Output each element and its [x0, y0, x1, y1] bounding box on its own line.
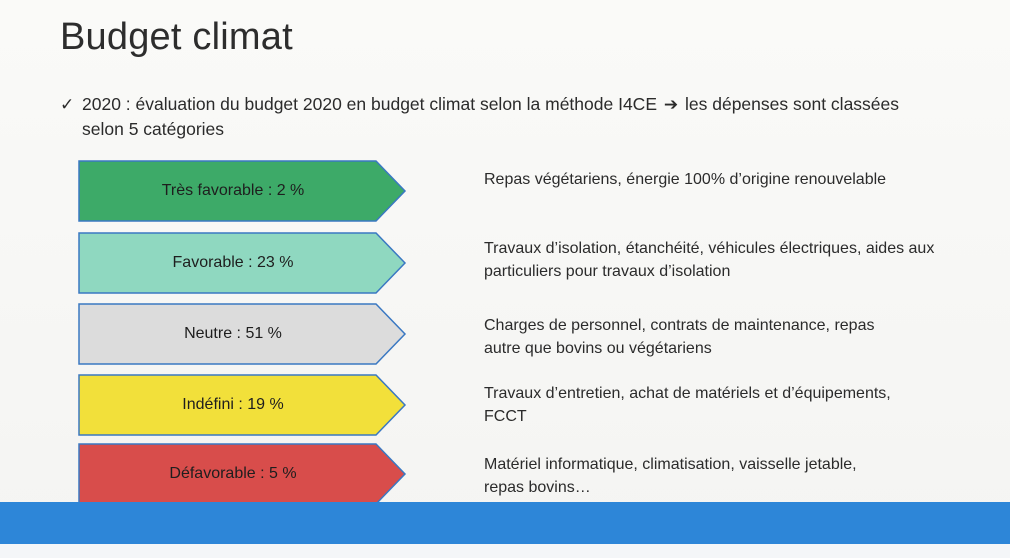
description-line: repas bovins… [484, 479, 591, 496]
description-line: Travaux d’entretien, achat de matériels … [484, 385, 891, 402]
description-line: FCCT [484, 408, 527, 425]
category-label: Indéfini : 19 % [182, 396, 284, 413]
description-line: Matériel informatique, climatisation, va… [484, 456, 857, 473]
category-arrow-indefini: Indéfini : 19 % [78, 374, 408, 436]
intro-text-line2: selon 5 catégories [82, 119, 225, 139]
category-label: Très favorable : 2 % [161, 182, 305, 199]
arrow-shape [78, 160, 407, 222]
category-label: Défavorable : 5 % [169, 465, 297, 482]
category-arrow-favorable: Favorable : 23 % [78, 232, 408, 294]
category-description-neutre: Charges de personnel, contrats de mainte… [484, 314, 984, 360]
arrow-shape [78, 374, 407, 436]
arrow-shape [78, 303, 407, 365]
slide-title: Budget climat [60, 16, 293, 58]
description-line: Travaux d’isolation, étanchéité, véhicul… [484, 240, 935, 257]
description-line: particuliers pour travaux d’isolation [484, 263, 731, 280]
category-arrow-defavorable: Défavorable : 5 % [78, 443, 408, 505]
category-label: Favorable : 23 % [172, 254, 294, 271]
category-description-favorable: Travaux d’isolation, étanchéité, véhicul… [484, 237, 984, 283]
category-label: Neutre : 51 % [184, 325, 282, 342]
category-arrow-tres-favorable: Très favorable : 2 % [78, 160, 408, 222]
description-line: autre que bovins ou végétariens [484, 340, 712, 357]
intro-text-part2: les dépenses sont classées [685, 94, 900, 114]
arrow-shape [78, 232, 407, 294]
category-description-defavorable: Matériel informatique, climatisation, va… [484, 453, 984, 499]
category-description-indefini: Travaux d’entretien, achat de matériels … [484, 382, 984, 428]
arrow-shape [78, 443, 407, 505]
category-arrow-neutre: Neutre : 51 % [78, 303, 408, 365]
description-line: Charges de personnel, contrats de mainte… [484, 317, 875, 334]
checkmark-icon: ✓ [60, 95, 75, 114]
intro-bullet: ✓ 2020 : évaluation du budget 2020 en bud… [60, 92, 990, 141]
footer-bar [0, 502, 1010, 544]
description-line: Repas végétariens, énergie 100% d’origin… [484, 171, 887, 188]
intro-text-part1: 2020 : évaluation du budget 2020 en budg… [82, 94, 657, 114]
footer-strip [0, 544, 1010, 558]
category-description-tres-favorable: Repas végétariens, énergie 100% d’origin… [484, 168, 984, 191]
arrow-right-icon: ➔ [663, 95, 679, 114]
